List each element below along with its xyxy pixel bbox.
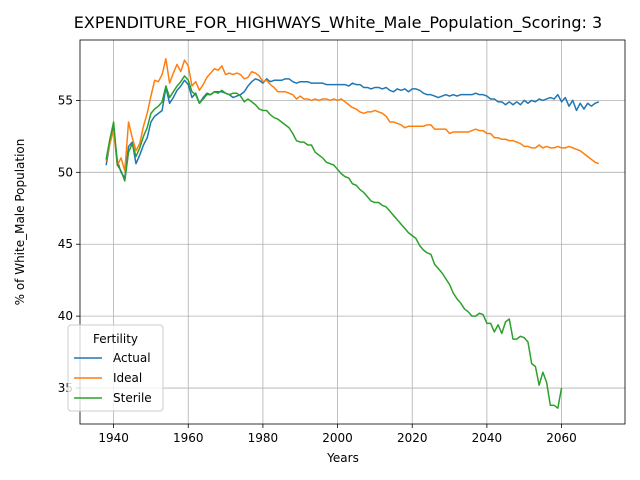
- legend-items: Actual Ideal Sterile: [74, 351, 152, 405]
- legend-label-ideal: Ideal: [113, 371, 142, 385]
- series-line-ideal: [105, 57, 600, 172]
- series-lines: [105, 57, 600, 409]
- x-tick-label: 1980: [248, 431, 279, 445]
- x-axis-ticks: 1940 1960 1980 2000 2020 2040 2060: [98, 424, 577, 445]
- x-tick-label: 2000: [322, 431, 353, 445]
- plot-frame: [79, 39, 626, 425]
- y-tick-label: 45: [58, 237, 73, 251]
- x-tick-label: 2040: [472, 431, 503, 445]
- legend-title: Fertility: [93, 332, 138, 346]
- legend: Fertility Actual Ideal Sterile: [67, 324, 164, 412]
- legend-box: [67, 324, 164, 412]
- x-tick-label: 2020: [397, 431, 428, 445]
- x-tick-label: 1960: [173, 431, 204, 445]
- y-tick-label: 40: [58, 309, 73, 323]
- series-line-sterile: [105, 75, 563, 409]
- x-tick-label: 1940: [98, 431, 129, 445]
- grid: [80, 40, 625, 424]
- y-tick-label: 55: [58, 93, 73, 107]
- y-axis-label: % of White_Male Population: [13, 139, 27, 306]
- chart-title: EXPENDITURE_FOR_HIGHWAYS_White_Male_Popu…: [74, 13, 602, 33]
- series-line-actual: [105, 78, 600, 179]
- x-tick-label: 2060: [546, 431, 577, 445]
- legend-label-sterile: Sterile: [113, 391, 152, 405]
- y-tick-label: 50: [58, 165, 73, 179]
- x-axis-label: Years: [326, 451, 359, 465]
- legend-label-actual: Actual: [113, 351, 151, 365]
